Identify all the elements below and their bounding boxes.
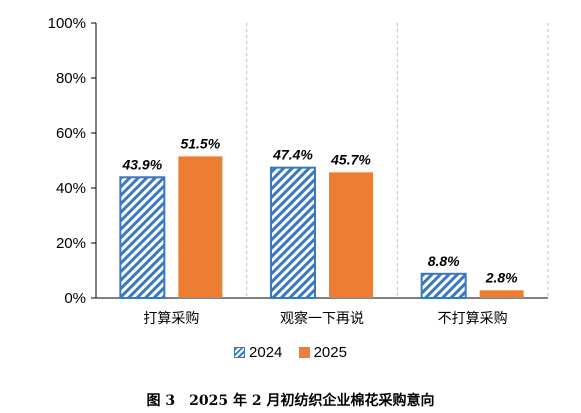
- y-tick-label: 100%: [48, 15, 86, 32]
- bar-2024-1: [270, 166, 316, 299]
- x-category-label: 不打算采购: [438, 310, 508, 326]
- data-label-2024-0: 43.9%: [121, 156, 162, 172]
- bar-2024-2: [420, 272, 467, 299]
- legend-label-2024: 2024: [249, 344, 283, 361]
- y-tick-label: 0%: [64, 290, 86, 307]
- bar-2024-0: [119, 176, 166, 299]
- data-label-2025-0: 51.5%: [180, 135, 220, 151]
- bar-2025-0: [178, 156, 223, 298]
- y-tick-label: 40%: [56, 180, 86, 197]
- legend-item-2024: 2024: [234, 344, 282, 361]
- y-tick-label: 60%: [56, 125, 86, 142]
- legend-item-2025: 2025: [298, 344, 347, 361]
- x-category-label: 观察一下再说: [280, 310, 364, 326]
- bar-2025-1: [329, 172, 373, 298]
- legend-label-2025: 2025: [313, 344, 347, 361]
- y-tick-label: 80%: [56, 70, 86, 87]
- y-tick-label: 20%: [56, 235, 86, 252]
- legend: 2024 2025: [0, 344, 581, 362]
- data-label-2025-1: 45.7%: [330, 151, 371, 167]
- figure-caption: 图 3 2025 年 2 月初纺织企业棉花采购意向: [146, 393, 435, 409]
- legend-swatch-2025: [298, 347, 310, 358]
- data-label-2024-1: 47.4%: [272, 147, 313, 163]
- x-category-label: 打算采购: [143, 310, 199, 326]
- data-label-2025-2: 2.8%: [485, 269, 518, 285]
- bar-chart: 0% 20% 40% 60% 80% 100% 打算采购 观察一下再说 不打算采购 43.9% 4…: [48, 15, 549, 326]
- data-label-2024-2: 8.8%: [428, 253, 460, 269]
- legend-swatch-2024: [234, 347, 246, 358]
- bar-2025-2: [479, 290, 524, 298]
